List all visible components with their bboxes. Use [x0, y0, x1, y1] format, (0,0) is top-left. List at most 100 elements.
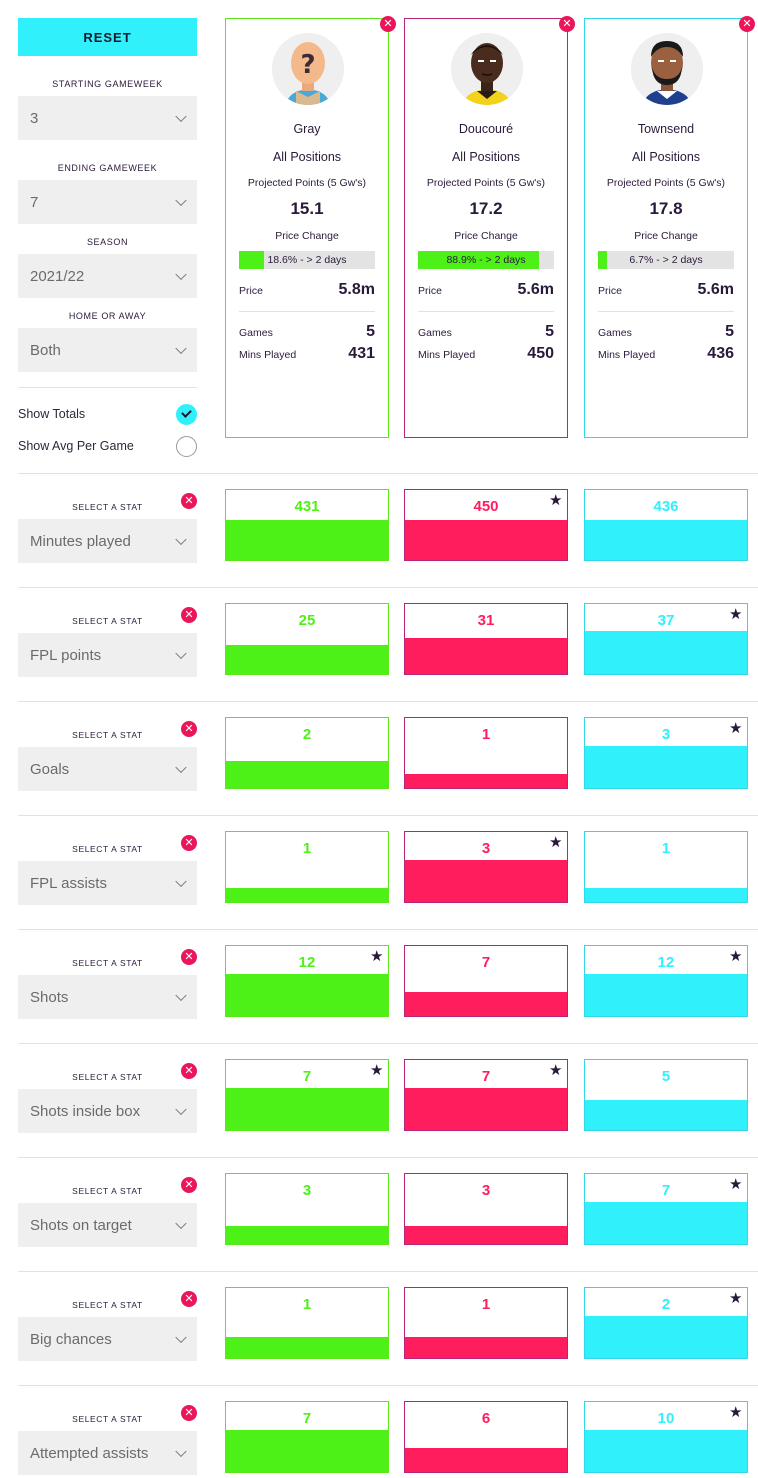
select-stat-label: SELECT A STAT: [72, 958, 143, 968]
games-value: 5: [545, 323, 554, 340]
stat-select[interactable]: Shots inside box: [18, 1089, 197, 1133]
price-label: Price: [418, 285, 442, 297]
ending-gameweek-label: ENDING GAMEWEEK: [57, 163, 158, 173]
stat-value-box: 7 ★: [584, 1173, 748, 1245]
stat-select-value: Goals: [30, 760, 70, 778]
stat-select[interactable]: Goals: [18, 747, 197, 791]
stat-value: 2: [302, 726, 312, 743]
stat-fill-bar: [226, 761, 388, 788]
mins-row: Mins Played 436: [598, 345, 734, 363]
home-or-away-value: Both: [30, 341, 61, 359]
season-select[interactable]: 2021/22: [18, 254, 197, 298]
stat-value-box: 1: [225, 1287, 389, 1359]
stat-value: 3: [661, 726, 671, 743]
remove-stat-icon[interactable]: ✕: [181, 607, 197, 623]
stat-select-value: Shots on target: [30, 1216, 132, 1234]
stat-fill-bar: [585, 1100, 747, 1130]
home-or-away-select[interactable]: Both: [18, 328, 197, 372]
stat-value-box: 431: [225, 489, 389, 561]
price-row: Price 5.8m: [239, 281, 375, 299]
projected-points-label: Projected Points (5 Gw's): [426, 177, 546, 189]
stat-fill-bar: [226, 645, 388, 674]
stat-fill-bar: [585, 1316, 747, 1358]
card-divider: [598, 311, 734, 312]
remove-stat-icon[interactable]: ✕: [181, 493, 197, 509]
home-or-away-label: HOME OR AWAY: [68, 311, 147, 321]
games-value: 5: [366, 323, 375, 340]
remove-stat-icon[interactable]: ✕: [181, 1063, 197, 1079]
stat-select[interactable]: Shots on target: [18, 1203, 197, 1247]
stat-fill-bar: [585, 1430, 747, 1472]
projected-points-value: 17.2: [469, 199, 503, 218]
season-value: 2021/22: [30, 267, 85, 285]
stat-select-value: FPL assists: [30, 874, 107, 892]
player-card: ✕? Gray All Positions Projected Points (5 G…: [225, 16, 396, 438]
stat-select-value: Big chances: [30, 1330, 112, 1348]
stat-fill-bar: [226, 1226, 388, 1244]
starting-gameweek-select[interactable]: 3: [18, 96, 197, 140]
star-icon: ★: [549, 1062, 563, 1079]
player-name: Townsend: [637, 122, 695, 136]
price-value: 5.8m: [338, 281, 375, 298]
stat-fill-bar: [226, 1337, 388, 1358]
stat-fill-bar: [405, 1226, 567, 1244]
ending-gameweek-select[interactable]: 7: [18, 180, 197, 224]
player-card: ✕ Doucouré All Positions Projected Points (…: [404, 16, 575, 438]
stat-value-box: 1: [584, 831, 748, 903]
stat-value-box: 1: [404, 1287, 568, 1359]
chevron-down-icon: [175, 1331, 187, 1344]
price-row: Price 5.6m: [418, 281, 554, 299]
stat-fill-bar: [585, 631, 747, 674]
remove-stat-icon[interactable]: ✕: [181, 1291, 197, 1307]
price-change-label: Price Change: [634, 230, 698, 242]
chevron-down-icon: [175, 268, 187, 281]
stat-fill-bar: [226, 1088, 388, 1130]
stat-fill-bar: [226, 520, 388, 560]
starting-gameweek-value: 3: [30, 109, 39, 127]
stat-value-box: 7: [404, 945, 568, 1017]
show-avg-toggle[interactable]: Show Avg Per Game: [18, 434, 197, 458]
stat-select[interactable]: FPL points: [18, 633, 197, 677]
stat-value: 7: [481, 954, 491, 971]
show-totals-toggle[interactable]: Show Totals: [18, 402, 197, 426]
stat-value: 10: [657, 1410, 675, 1427]
stat-fill-bar: [405, 860, 567, 902]
player-position: All Positions: [272, 150, 342, 164]
stat-select[interactable]: Minutes played: [18, 519, 197, 563]
card-divider: [418, 311, 554, 312]
chevron-down-icon: [175, 647, 187, 660]
star-icon: ★: [549, 492, 563, 509]
remove-stat-icon[interactable]: ✕: [181, 949, 197, 965]
stat-select[interactable]: FPL assists: [18, 861, 197, 905]
stat-fill-bar: [405, 1337, 567, 1358]
remove-stat-icon[interactable]: ✕: [181, 1177, 197, 1193]
chevron-down-icon: [175, 1217, 187, 1230]
remove-player-icon[interactable]: ✕: [559, 16, 575, 32]
price-change-fill: [598, 251, 608, 269]
remove-stat-icon[interactable]: ✕: [181, 1405, 197, 1421]
checkmark-icon[interactable]: [176, 403, 197, 425]
mins-label: Mins Played: [598, 349, 656, 361]
stat-fill-bar: [405, 1088, 567, 1130]
stat-value-box: 1: [225, 831, 389, 903]
stat-select-value: Shots: [30, 988, 69, 1006]
remove-stat-icon[interactable]: ✕: [181, 721, 197, 737]
stat-select[interactable]: Big chances: [18, 1317, 197, 1361]
chevron-down-icon: [175, 533, 187, 546]
stat-select[interactable]: Attempted assists: [18, 1431, 197, 1475]
stat-value: 1: [302, 1296, 312, 1313]
reset-button[interactable]: RESET: [18, 18, 197, 56]
player-face-icon: [451, 33, 523, 105]
remove-player-icon[interactable]: ✕: [739, 16, 755, 32]
price-label: Price: [239, 285, 263, 297]
remove-player-icon[interactable]: ✕: [380, 16, 396, 32]
stat-select[interactable]: Shots: [18, 975, 197, 1019]
stat-value-box: 10 ★: [584, 1401, 748, 1473]
remove-stat-icon[interactable]: ✕: [181, 835, 197, 851]
stat-value-box: 3: [404, 1173, 568, 1245]
radio-empty-icon[interactable]: [176, 435, 197, 457]
unknown-player-icon: ?: [272, 33, 344, 105]
stat-value: 3: [302, 1182, 312, 1199]
chevron-down-icon: [175, 875, 187, 888]
chevron-down-icon: [175, 194, 187, 207]
